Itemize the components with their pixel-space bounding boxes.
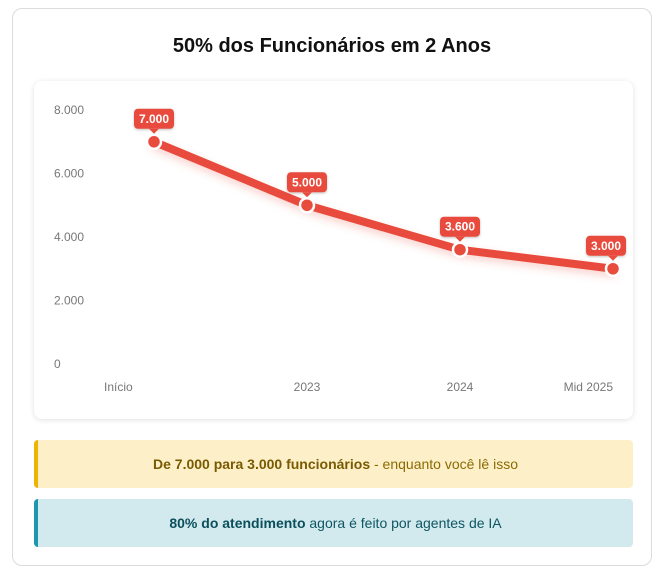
callout-employees: De 7.000 para 3.000 funcionários - enqua… bbox=[34, 440, 633, 488]
data-label-badge bbox=[287, 172, 327, 193]
data-label-pointer bbox=[149, 128, 159, 134]
data-label: 3.000 bbox=[586, 235, 626, 261]
line-chart: 0 2.000 4.000 6.000 8.000 Início 2023 2024 Mid … bbox=[54, 103, 626, 394]
data-label: 3.600 bbox=[440, 216, 480, 242]
data-label: 7.000 bbox=[134, 108, 174, 134]
callout-employees-highlight: De 7.000 para 3.000 funcionários bbox=[153, 456, 371, 472]
data-label-badge bbox=[586, 235, 626, 256]
y-tick-label: 8.000 bbox=[54, 103, 84, 117]
data-label-text: 3.000 bbox=[591, 239, 621, 253]
x-tick-label: Mid 2025 bbox=[564, 380, 614, 394]
y-tick-label: 6.000 bbox=[54, 167, 84, 181]
callout-ai-support: 80% do atendimento agora é feito por age… bbox=[34, 499, 633, 547]
data-label-text: 3.600 bbox=[445, 220, 475, 234]
callout-ai-highlight: 80% do atendimento bbox=[169, 515, 306, 531]
chart-card: 50% dos Funcionários em 2 Anos 0 2.000 4.0… bbox=[12, 8, 652, 566]
data-label-pointer bbox=[302, 192, 312, 198]
data-label-text: 7.000 bbox=[139, 112, 169, 126]
data-point bbox=[145, 133, 163, 150]
callout-ai-text: agora é feito por agentes de IA bbox=[305, 515, 502, 531]
data-point bbox=[451, 241, 469, 258]
data-label-pointer bbox=[455, 236, 465, 242]
y-tick-label: 4.000 bbox=[54, 230, 84, 244]
y-tick-label: 0 bbox=[54, 357, 61, 371]
x-tick-label: 2024 bbox=[447, 380, 474, 394]
x-tick-label: Início bbox=[104, 380, 133, 394]
x-tick-label: 2023 bbox=[294, 380, 321, 394]
data-label-text: 5.000 bbox=[292, 175, 322, 189]
series-line bbox=[150, 137, 617, 273]
callout-employees-text: - enquanto você lê isso bbox=[370, 456, 518, 472]
data-label-pointer bbox=[608, 255, 618, 261]
data-label-badge bbox=[440, 216, 480, 237]
data-label-badge bbox=[134, 108, 174, 129]
chart-panel: 0 2.000 4.000 6.000 8.000 Início 2023 2024 Mid … bbox=[34, 81, 633, 419]
data-point bbox=[298, 197, 316, 214]
chart-title: 50% dos Funcionários em 2 Anos bbox=[172, 35, 492, 57]
y-tick-label: 2.000 bbox=[54, 294, 84, 308]
data-point bbox=[604, 260, 622, 277]
data-label: 5.000 bbox=[287, 172, 327, 198]
